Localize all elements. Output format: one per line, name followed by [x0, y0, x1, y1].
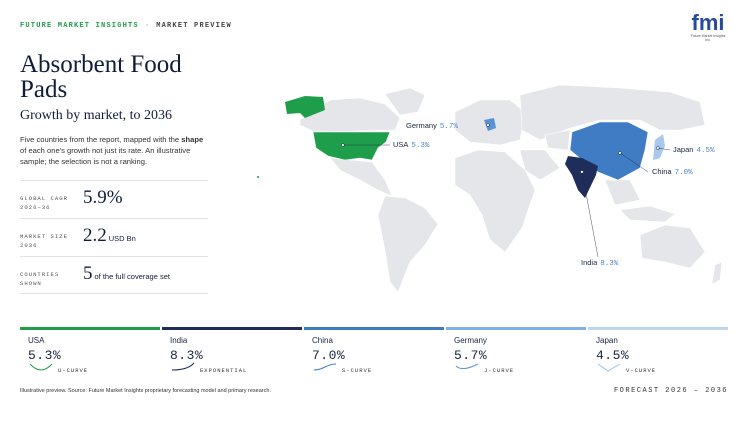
footer-source: Illustrative preview. Source: Future Mar…: [20, 388, 271, 394]
text: Germany: [406, 121, 437, 130]
stat-unit: USD Bn: [108, 234, 136, 243]
marker: [486, 123, 490, 127]
text: U-CURVE: [58, 367, 89, 374]
stat-label: GLOBAL CAGR 2026–36: [20, 195, 68, 211]
text: J-CURVE: [484, 367, 515, 374]
stat: COUNTRIES SHOWN 5 of the full coverage set: [20, 256, 208, 294]
curve-icon: [171, 362, 195, 371]
curve-icon: [313, 363, 337, 371]
stat-value: 2.2: [83, 225, 107, 246]
leader: [657, 147, 671, 151]
section: MARKET PREVIEW: [156, 22, 232, 30]
text: 5.7%: [454, 348, 488, 363]
middle-east: [519, 149, 561, 181]
text: 5.3%: [28, 348, 62, 363]
southeast-asia: [604, 179, 641, 206]
divider: [20, 293, 208, 294]
text: USA: [28, 336, 45, 345]
stat: GLOBAL CAGR 2026–36 5.9%: [20, 180, 208, 218]
text: 8.3%: [600, 260, 619, 268]
text: 5.7%: [439, 123, 458, 131]
curve-icon: [313, 363, 337, 371]
map-label: Japan 4.5%: [673, 145, 714, 155]
brand: FUTURE MARKET INSIGHTS: [20, 22, 139, 30]
map-label: USA 5.3%: [393, 140, 429, 150]
text: China: [312, 336, 333, 345]
header: FUTURE MARKET INSIGHTS · MARKET PREVIEW: [20, 22, 232, 30]
curve-icon: [455, 363, 479, 370]
central-america: [329, 157, 393, 197]
text: 4.5%: [596, 348, 630, 363]
south-america: [377, 195, 439, 293]
text: Germany: [454, 336, 487, 345]
text: Japan: [596, 336, 618, 345]
text: 7.0%: [674, 169, 693, 177]
text: 8.3%: [170, 348, 204, 363]
island-dot: [257, 176, 259, 178]
text: India: [170, 336, 188, 345]
text: 4.5%: [696, 147, 715, 155]
canada: [299, 97, 401, 133]
stat-value: 5.9%: [83, 187, 123, 208]
india: [565, 156, 598, 198]
curve-icon: [597, 363, 621, 372]
stat: MARKET SIZE 2036 2.2 USD Bn: [20, 218, 208, 256]
curve-icon: [597, 363, 621, 372]
stat-unit: of the full coverage set: [94, 272, 170, 281]
curve-icon: [171, 362, 195, 371]
curve-icon: [455, 363, 479, 370]
footer-forecast: FORECAST 2026 – 2036: [613, 387, 728, 395]
text: EXPONENTIAL: [200, 367, 248, 374]
greenland: [384, 87, 426, 116]
germany: [484, 118, 496, 131]
card: USA 5.3% U-CURVE: [20, 327, 160, 378]
map-label: India 8.3%: [581, 258, 618, 268]
africa: [454, 149, 536, 253]
indonesia: [619, 205, 676, 223]
stat-label: COUNTRIES SHOWN: [20, 271, 60, 287]
text: of each one's growth not just its rate. …: [20, 146, 191, 166]
logo-mark: fmi: [691, 10, 725, 35]
card: Germany 5.7% J-CURVE: [446, 327, 586, 378]
leader: [619, 152, 649, 173]
new-zealand: [711, 261, 723, 285]
central-asia: [544, 129, 571, 151]
map-label: China 7.0%: [652, 167, 693, 177]
logo: fmi Future Market Insights Inc.: [688, 10, 728, 43]
emphasis: shape: [181, 135, 204, 144]
card: India 8.3% EXPONENTIAL: [162, 327, 302, 378]
world-map: [257, 84, 723, 293]
text: Five countries from the report, mapped w…: [20, 135, 180, 144]
usa: [312, 131, 391, 161]
separator: ·: [144, 22, 151, 30]
curve-icon: [29, 363, 53, 371]
logo-tagline: Future Market Insights Inc.: [690, 34, 726, 42]
alaska: [285, 96, 325, 118]
text: S-CURVE: [342, 367, 373, 374]
text: USA: [393, 140, 409, 149]
text: 5.3%: [411, 142, 430, 150]
text: 7.0%: [312, 348, 346, 363]
text: V-CURVE: [626, 367, 657, 374]
text: China: [652, 167, 672, 176]
card: China 7.0% S-CURVE: [304, 327, 444, 378]
russia: [519, 84, 706, 141]
text: Japan: [673, 145, 694, 154]
text: India: [581, 258, 598, 267]
australia: [639, 224, 706, 269]
stat-value: 5: [83, 263, 93, 284]
description: Five countries from the report, mapped w…: [20, 134, 205, 167]
curve-icon: [29, 363, 53, 371]
card: Japan 4.5% V-CURVE: [588, 327, 728, 378]
leader: [581, 171, 599, 258]
map-label: Germany 5.7%: [406, 121, 458, 131]
stat-label: MARKET SIZE 2036: [20, 233, 68, 249]
title: Absorbent Food Pads: [20, 51, 182, 103]
subtitle: Growth by market, to 2036: [20, 108, 173, 123]
